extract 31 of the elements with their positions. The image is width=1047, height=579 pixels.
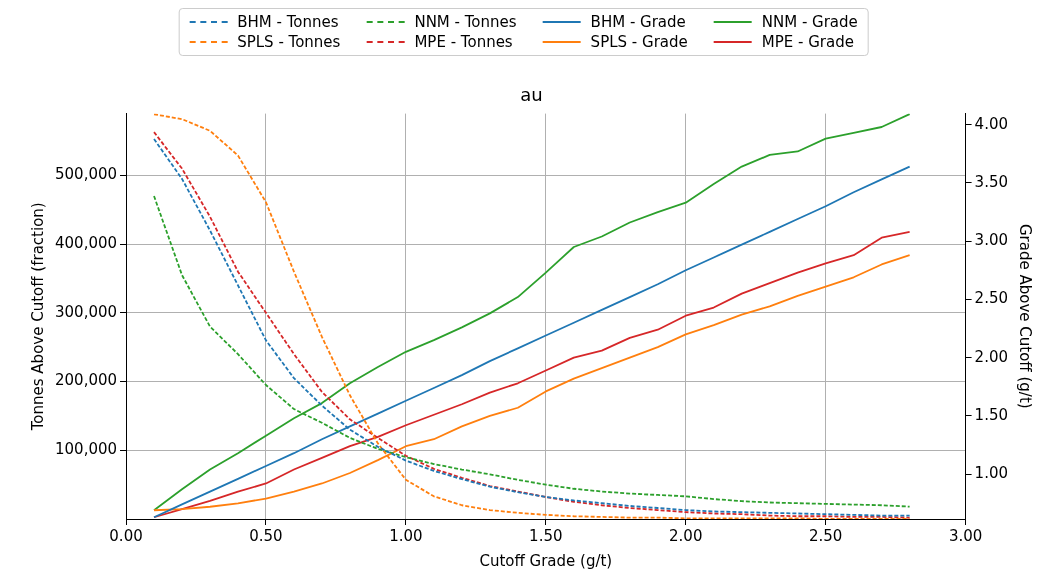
x-tick-label: 1.50: [529, 526, 563, 545]
x-tick-label: 1.00: [389, 526, 423, 545]
y2-tick-label: 3.00: [974, 231, 1009, 250]
y-axis-title: Tonnes Above Cutoff (fraction): [28, 202, 47, 432]
y-tick-label: 100,000: [55, 440, 118, 459]
legend-label: MPE - Grade: [761, 33, 854, 51]
x-tick-label: 0.50: [249, 526, 283, 545]
legend-label: BHM - Grade: [590, 13, 686, 31]
legend-label: MPE - Tonnes: [414, 33, 513, 51]
legend-label: SPLS - Tonnes: [237, 33, 341, 51]
x-axis-title: Cutoff Grade (g/t): [479, 551, 613, 570]
chart-title: au: [520, 84, 543, 106]
y-tick-label: 200,000: [55, 371, 118, 390]
y2-tick-label: 4.00: [974, 114, 1009, 133]
y2-tick-label: 1.50: [974, 405, 1009, 424]
legend-label: SPLS - Grade: [590, 33, 688, 51]
y2-tick-label: 2.50: [974, 289, 1009, 308]
x-tick-label: 2.00: [669, 526, 703, 545]
y2-tick-label: 2.00: [974, 347, 1009, 366]
y2-axis-title: Grade Above Cutoff (g/t): [1016, 223, 1035, 409]
y2-tick-label: 3.50: [974, 172, 1009, 191]
legend-label: NNM - Grade: [761, 13, 858, 31]
legend-label: BHM - Tonnes: [237, 13, 339, 31]
y2-tick-label: 1.00: [974, 464, 1009, 483]
x-tick-label: 0.00: [109, 526, 143, 545]
y-tick-label: 300,000: [55, 302, 118, 321]
y-tick-label: 500,000: [55, 165, 118, 184]
x-tick-label: 2.50: [808, 526, 843, 545]
x-tick-label: 3.00: [948, 526, 983, 545]
y-tick-label: 400,000: [55, 234, 118, 253]
legend-label: NNM - Tonnes: [414, 13, 517, 31]
